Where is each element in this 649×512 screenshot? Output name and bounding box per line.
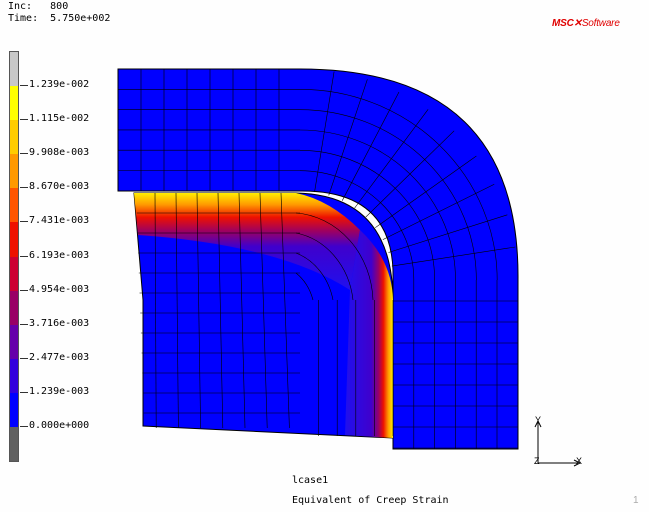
msc-software-logo: MSC✕Software xyxy=(552,18,620,29)
mesh-line xyxy=(314,71,335,193)
loadcase-label: lcase1 xyxy=(292,475,329,486)
mesh-line xyxy=(154,192,157,429)
legend-tick xyxy=(20,357,28,359)
legend-swatch xyxy=(10,154,18,189)
axis-y-label: Y xyxy=(535,415,542,425)
legend-swatch xyxy=(10,392,18,428)
legend-swatch xyxy=(10,426,18,462)
axis-triad xyxy=(534,419,582,467)
mesh-line xyxy=(295,232,354,301)
legend-swatch xyxy=(10,222,18,257)
plot-title: Equivalent of Creep Strain xyxy=(292,495,449,506)
legend-swatch xyxy=(10,256,18,292)
legend-label: 1.115e-002 xyxy=(29,113,90,125)
axis-x-label: X xyxy=(576,456,583,466)
mesh-line xyxy=(295,212,374,301)
inc-value: 800 xyxy=(50,1,69,12)
legend-tick xyxy=(20,85,28,87)
legend-label: 1.239e-003 xyxy=(29,385,90,397)
mesh-line xyxy=(328,79,368,196)
legend-tick xyxy=(20,255,28,257)
inc-label: Inc: xyxy=(8,1,33,12)
legend-label: 9.908e-003 xyxy=(29,147,90,159)
legend-label: 2.477e-003 xyxy=(29,351,90,363)
legend-label: 1.239e-002 xyxy=(29,79,90,91)
outer-part xyxy=(117,68,519,450)
legend-tick xyxy=(20,221,28,223)
legend-tick xyxy=(20,119,28,121)
color-legend xyxy=(9,51,19,462)
legend-label: 6.193e-003 xyxy=(29,249,90,261)
legend-swatch xyxy=(10,86,18,121)
mesh-line xyxy=(382,183,495,240)
mesh-line xyxy=(196,192,201,429)
legend-tick xyxy=(20,323,28,325)
mesh-line xyxy=(280,192,290,429)
mesh-line xyxy=(341,91,400,201)
legend-swatch xyxy=(10,188,18,223)
mesh-line xyxy=(391,246,516,267)
axis-z-label: Z xyxy=(534,456,540,466)
legend-tick xyxy=(20,289,28,291)
mesh-line xyxy=(295,272,314,301)
inner-hot-v xyxy=(345,230,393,438)
legend-label: 8.670e-003 xyxy=(29,181,90,193)
legend-swatch xyxy=(10,290,18,326)
mesh-line xyxy=(375,155,477,228)
logo-part2: Software xyxy=(581,18,620,29)
logo-part1: MSC xyxy=(552,18,574,29)
legend-tick xyxy=(20,187,28,189)
legend-swatch xyxy=(10,52,18,87)
time-readout: Time: 5.750e+002 xyxy=(8,13,110,25)
legend-label: 3.716e-003 xyxy=(29,317,90,329)
time-value: 5.750e+002 xyxy=(50,13,111,24)
mesh-line xyxy=(365,130,455,218)
legend-swatch xyxy=(10,358,18,394)
legend-label: 0.000e+000 xyxy=(29,419,90,431)
page-number: 1 xyxy=(633,495,639,506)
mesh-line xyxy=(295,252,334,301)
mesh-line xyxy=(175,192,179,429)
legend-swatch xyxy=(10,120,18,155)
mesh-line xyxy=(238,192,246,429)
time-label: Time: xyxy=(8,13,39,24)
mesh-line xyxy=(259,192,268,429)
legend-tick xyxy=(20,153,28,155)
legend-tick xyxy=(20,391,28,393)
mesh-line xyxy=(388,214,508,253)
legend-label: 4.954e-003 xyxy=(29,283,90,295)
legend-swatch xyxy=(10,324,18,360)
legend-label: 7.431e-003 xyxy=(29,215,90,227)
increment-readout: Inc: 800 xyxy=(8,1,68,13)
legend-tick xyxy=(20,425,28,427)
inner-hot-h xyxy=(134,193,360,290)
mesh-line xyxy=(354,109,429,209)
mesh-line xyxy=(217,192,224,429)
